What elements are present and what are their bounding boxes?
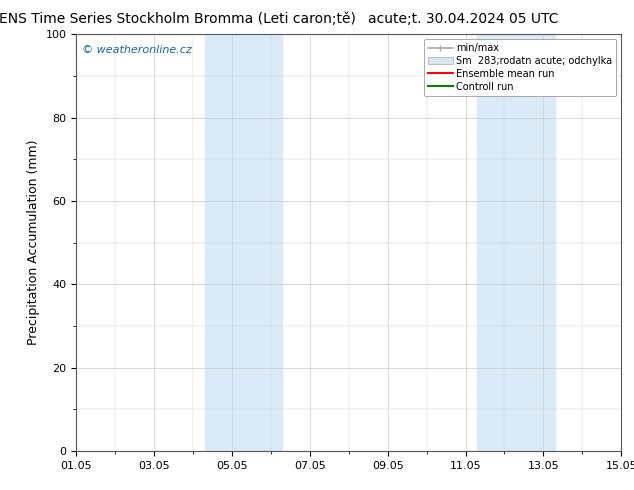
Y-axis label: Precipitation Accumulation (mm): Precipitation Accumulation (mm): [27, 140, 40, 345]
Legend: min/max, Sm  283;rodatn acute; odchylka, Ensemble mean run, Controll run: min/max, Sm 283;rodatn acute; odchylka, …: [424, 39, 616, 96]
Bar: [477, 34, 555, 451]
Bar: [205, 34, 283, 451]
Text: acute;t. 30.04.2024 05 UTC: acute;t. 30.04.2024 05 UTC: [368, 12, 558, 26]
Text: © weatheronline.cz: © weatheronline.cz: [82, 45, 191, 55]
Text: ENS Time Series Stockholm Bromma (Leti caron;tě): ENS Time Series Stockholm Bromma (Leti c…: [0, 12, 356, 26]
